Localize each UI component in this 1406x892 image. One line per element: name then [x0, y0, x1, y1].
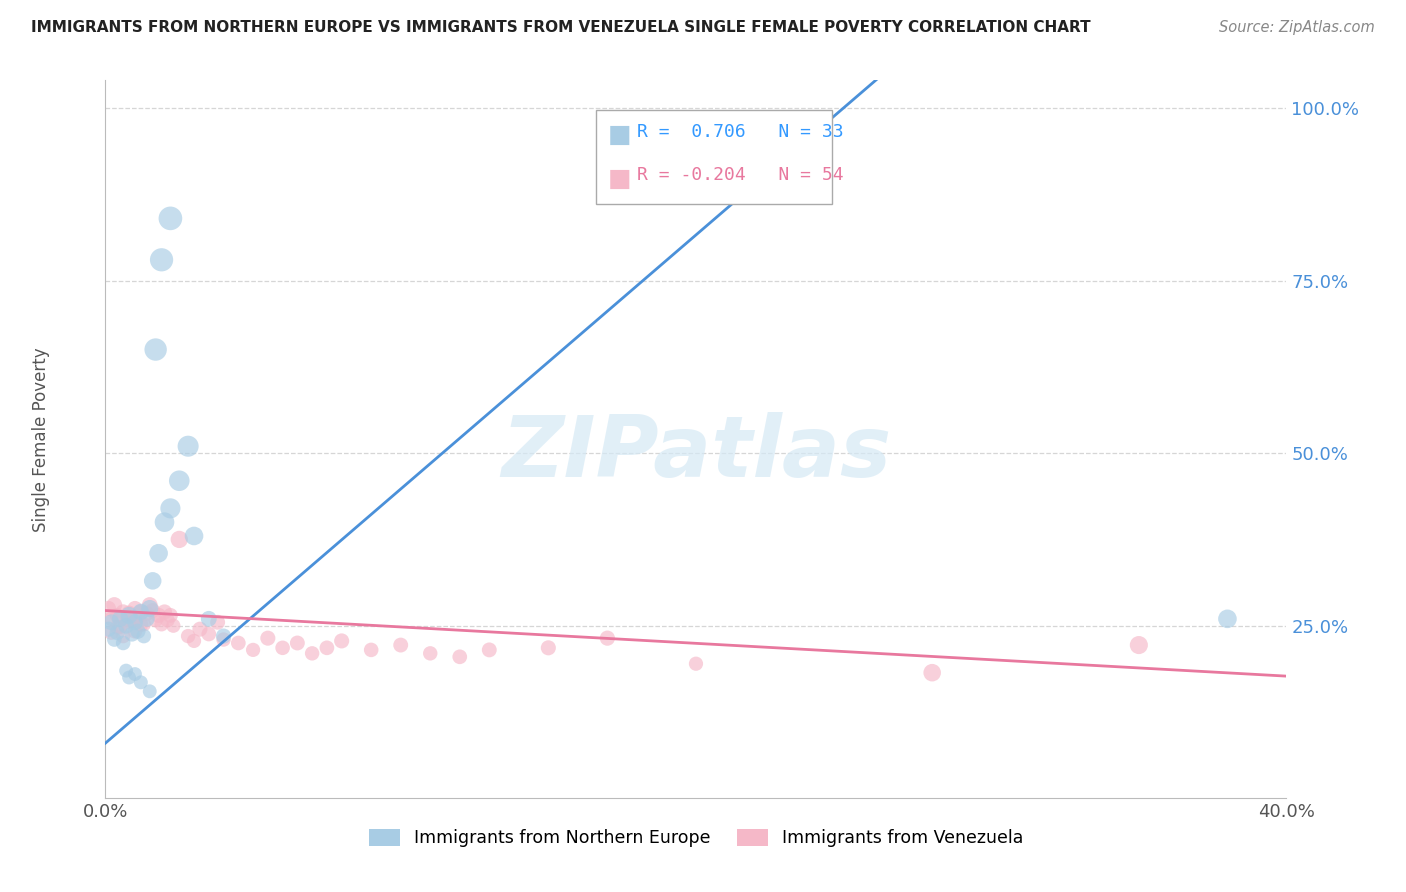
Point	[596, 631, 619, 645]
Point	[228, 636, 250, 650]
Point	[135, 607, 157, 621]
Point	[207, 615, 229, 630]
Point	[148, 546, 170, 560]
Point	[110, 612, 132, 626]
Point	[135, 612, 157, 626]
Text: ■: ■	[607, 123, 631, 147]
Text: ZIPatlas: ZIPatlas	[501, 412, 891, 495]
Point	[153, 515, 176, 529]
Point	[142, 603, 165, 617]
Point	[121, 613, 143, 627]
Point	[124, 601, 146, 615]
Point	[188, 622, 211, 636]
Point	[159, 501, 181, 516]
Point	[177, 439, 200, 453]
Point	[97, 601, 120, 615]
Point	[197, 627, 219, 641]
Point	[330, 634, 353, 648]
Point	[118, 671, 141, 685]
Point	[478, 643, 501, 657]
Point	[183, 529, 205, 543]
Point	[127, 624, 149, 639]
Text: R =  0.706   N = 33: R = 0.706 N = 33	[637, 123, 844, 141]
Point	[105, 620, 128, 634]
Point	[449, 649, 471, 664]
Point	[132, 617, 155, 632]
Point	[537, 640, 560, 655]
Point	[159, 608, 181, 623]
Point	[105, 608, 128, 623]
Point	[389, 638, 412, 652]
Point	[124, 667, 146, 681]
Point	[169, 474, 191, 488]
Point	[118, 613, 141, 627]
Y-axis label: Single Female Poverty: Single Female Poverty	[32, 347, 49, 532]
Point	[145, 343, 167, 357]
Point	[419, 646, 441, 660]
Text: IMMIGRANTS FROM NORTHERN EUROPE VS IMMIGRANTS FROM VENEZUELA SINGLE FEMALE POVER: IMMIGRANTS FROM NORTHERN EUROPE VS IMMIG…	[31, 20, 1091, 35]
Point	[112, 605, 135, 619]
Point	[153, 605, 176, 619]
Point	[115, 615, 138, 630]
Point	[197, 612, 219, 626]
Point	[138, 601, 162, 615]
Point	[1128, 638, 1150, 652]
Point	[103, 598, 125, 612]
Point	[138, 598, 162, 612]
Point	[129, 605, 152, 619]
Point	[150, 617, 173, 632]
Text: R = -0.204   N = 54: R = -0.204 N = 54	[637, 167, 844, 185]
Point	[100, 615, 122, 630]
Point	[115, 618, 138, 632]
Point	[287, 636, 309, 650]
Point	[301, 646, 323, 660]
Point	[159, 211, 181, 226]
Point	[124, 624, 146, 639]
Point	[1216, 612, 1239, 626]
Point	[132, 629, 155, 643]
Point	[100, 612, 122, 626]
Point	[112, 636, 135, 650]
Point	[360, 643, 382, 657]
Point	[138, 684, 162, 698]
Point	[685, 657, 707, 671]
Point	[118, 607, 141, 621]
Point	[150, 252, 173, 267]
Point	[183, 634, 205, 648]
Point	[169, 533, 191, 547]
Point	[103, 632, 125, 647]
Point	[156, 613, 179, 627]
Point	[121, 627, 143, 641]
Point	[110, 620, 132, 634]
Point	[105, 625, 128, 640]
Point	[129, 617, 152, 632]
Point	[148, 608, 170, 623]
Text: Source: ZipAtlas.com: Source: ZipAtlas.com	[1219, 20, 1375, 35]
Point	[124, 615, 146, 630]
Point	[921, 665, 943, 680]
Legend: Immigrants from Northern Europe, Immigrants from Venezuela: Immigrants from Northern Europe, Immigra…	[361, 822, 1031, 855]
Point	[162, 618, 184, 632]
Point	[142, 574, 165, 588]
Point	[271, 640, 294, 655]
FancyBboxPatch shape	[596, 111, 832, 203]
Point	[315, 640, 337, 655]
Point	[129, 675, 152, 690]
Point	[212, 629, 235, 643]
Point	[100, 625, 122, 640]
Point	[112, 629, 135, 643]
Point	[129, 605, 152, 619]
Point	[257, 631, 280, 645]
Text: ■: ■	[607, 167, 631, 191]
Point	[145, 613, 167, 627]
Point	[97, 622, 120, 636]
Point	[127, 610, 149, 624]
Point	[115, 664, 138, 678]
Point	[118, 608, 141, 623]
Point	[242, 643, 264, 657]
Point	[177, 629, 200, 643]
Point	[212, 632, 235, 647]
